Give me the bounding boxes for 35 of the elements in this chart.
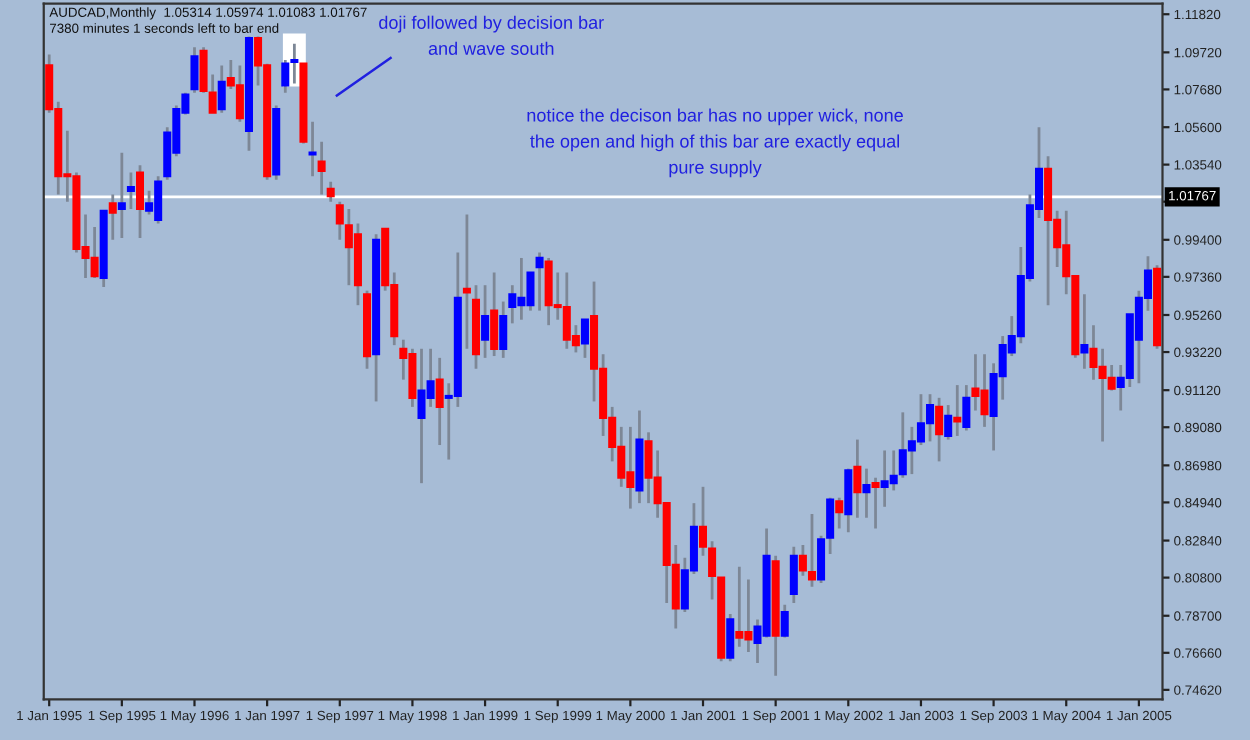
- candlestick: [145, 189, 154, 216]
- candlestick: [126, 171, 135, 211]
- candlestick: [953, 383, 962, 438]
- candlestick: [735, 565, 744, 649]
- candlestick: [217, 64, 226, 115]
- candlestick: [290, 42, 299, 85]
- candlestick: [935, 396, 944, 463]
- candlestick: [117, 151, 126, 240]
- candlestick: [235, 64, 244, 124]
- candlestick: [798, 543, 807, 578]
- candlestick: [490, 271, 499, 358]
- candlestick: [835, 496, 844, 530]
- candlestick: [789, 545, 798, 605]
- candlestick: [853, 438, 862, 520]
- annotation: notice the decison bar has no upper wick, none the open and high of this bar are exactly equal pure supply: [527, 108, 903, 178]
- candlestick: [844, 467, 853, 534]
- candlestick: [90, 225, 99, 280]
- candlestick: [326, 180, 335, 204]
- candlestick: [190, 45, 199, 95]
- candlestick: [962, 383, 971, 432]
- candlestick: [807, 512, 816, 589]
- candlestick: [862, 467, 871, 520]
- candlestick: [580, 318, 589, 360]
- candlestick: [1080, 292, 1089, 371]
- candlestick: [135, 163, 145, 240]
- candlestick: [780, 603, 789, 639]
- candlestick: [317, 140, 326, 196]
- candlestick: [281, 58, 290, 95]
- candlestick: [462, 212, 471, 351]
- annotation: doji followed by decision bar and wave south: [379, 15, 604, 55]
- candlestick: [481, 283, 490, 360]
- candlestick: [199, 45, 208, 95]
- candlestick: [499, 300, 508, 360]
- candlestick: [726, 612, 735, 663]
- candlestick: [871, 476, 880, 530]
